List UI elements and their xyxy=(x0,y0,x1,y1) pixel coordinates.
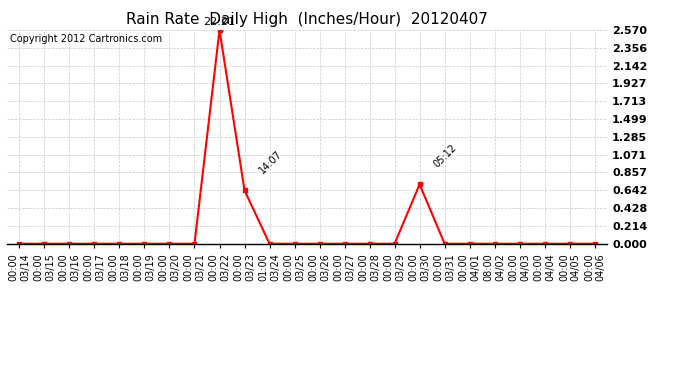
Text: 05:12: 05:12 xyxy=(432,142,459,170)
Title: Rain Rate  Daily High  (Inches/Hour)  20120407: Rain Rate Daily High (Inches/Hour) 20120… xyxy=(126,12,488,27)
Text: Copyright 2012 Cartronics.com: Copyright 2012 Cartronics.com xyxy=(10,34,162,44)
Text: 14:07: 14:07 xyxy=(257,148,284,176)
Text: 22:21: 22:21 xyxy=(204,16,235,27)
